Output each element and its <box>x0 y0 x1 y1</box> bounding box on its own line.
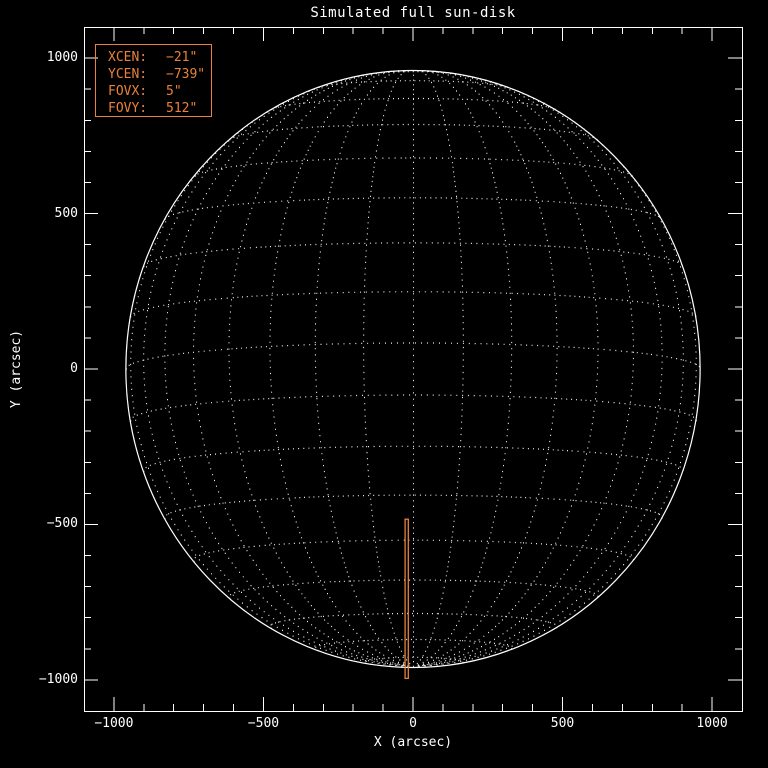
x-tick-label: 1000 <box>696 716 728 731</box>
legend-label-xcen: XCEN: <box>108 50 148 65</box>
legend-row-fovx: FOVX: 5" <box>108 83 211 100</box>
y-tick-label: −1000 <box>38 671 78 687</box>
y-tick-label: 500 <box>54 205 78 221</box>
y-tick-label: 0 <box>70 361 78 376</box>
legend-value-xcen: −21" <box>166 50 198 65</box>
legend-value-fovy: 512" <box>166 101 198 116</box>
axes-frame <box>84 27 743 712</box>
y-tick-label: −500 <box>46 516 78 532</box>
legend-row-fovy: FOVY: 512" <box>108 100 211 117</box>
x-tick-label: 500 <box>550 716 575 731</box>
fov-legend-box: XCEN: −21" YCEN: −739" FOVX: 5" FOVY: 512" <box>95 44 212 117</box>
legend-value-fovx: 5" <box>166 84 182 99</box>
y-tick-label: 1000 <box>46 50 78 66</box>
legend-label-fovx: FOVX: <box>108 84 148 99</box>
legend-row-xcen: XCEN: −21" <box>108 49 211 66</box>
legend-label-fovy: FOVY: <box>108 101 148 116</box>
x-tick-label: 0 <box>409 716 417 731</box>
solar-limb <box>125 69 701 669</box>
axis-tick-marks <box>84 27 742 711</box>
x-tick-label: −1000 <box>94 716 134 731</box>
heliographic-grid-dots <box>125 70 700 667</box>
plot-title: Simulated full sun-disk <box>310 5 516 21</box>
legend-row-ycen: YCEN: −739" <box>108 66 211 83</box>
x-axis-title: X (arcsec) <box>373 735 453 750</box>
fov-rectangle <box>404 518 409 680</box>
legend-label-ycen: YCEN: <box>108 67 148 82</box>
legend-value-ycen: −739" <box>166 67 206 82</box>
x-tick-label: −500 <box>247 716 280 731</box>
